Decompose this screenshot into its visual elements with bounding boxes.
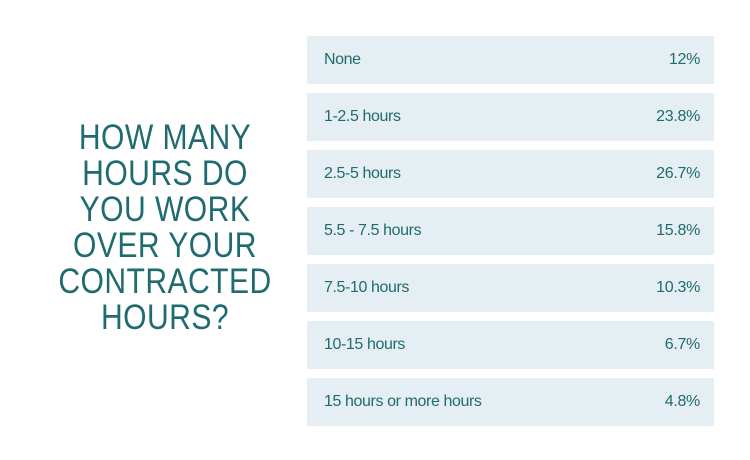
row-label: 1-2.5 hours: [324, 108, 401, 125]
table-row: 7.5-10 hours 10.3%: [307, 264, 714, 312]
row-value: 10.3%: [656, 279, 700, 296]
table-row: 1-2.5 hours 23.8%: [307, 93, 714, 141]
row-value: 15.8%: [656, 222, 700, 239]
row-value: 4.8%: [664, 393, 701, 410]
row-label: 15 hours or more hours: [324, 393, 482, 410]
row-label: 7.5-10 hours: [324, 279, 410, 296]
chart-title: HOW MANY HOURS DO YOU WORK OVER YOUR CON…: [58, 118, 272, 337]
row-value: 6.7%: [664, 336, 701, 353]
table-row: None 12%: [307, 36, 714, 84]
table-row: 2.5-5 hours 26.7%: [307, 150, 714, 198]
row-value: 12%: [668, 51, 700, 68]
row-value: 26.7%: [656, 165, 700, 182]
table-row: 10-15 hours 6.7%: [307, 321, 714, 369]
row-label: 10-15 hours: [324, 336, 405, 353]
row-value: 23.8%: [656, 108, 700, 125]
results-table: None 12% 1-2.5 hours 23.8% 2.5-5 hours 2…: [307, 36, 714, 435]
row-label: 5.5 - 7.5 hours: [324, 222, 422, 239]
row-label: None: [324, 51, 361, 68]
row-label: 2.5-5 hours: [324, 165, 401, 182]
table-row: 5.5 - 7.5 hours 15.8%: [307, 207, 714, 255]
table-row: 15 hours or more hours 4.8%: [307, 378, 714, 426]
